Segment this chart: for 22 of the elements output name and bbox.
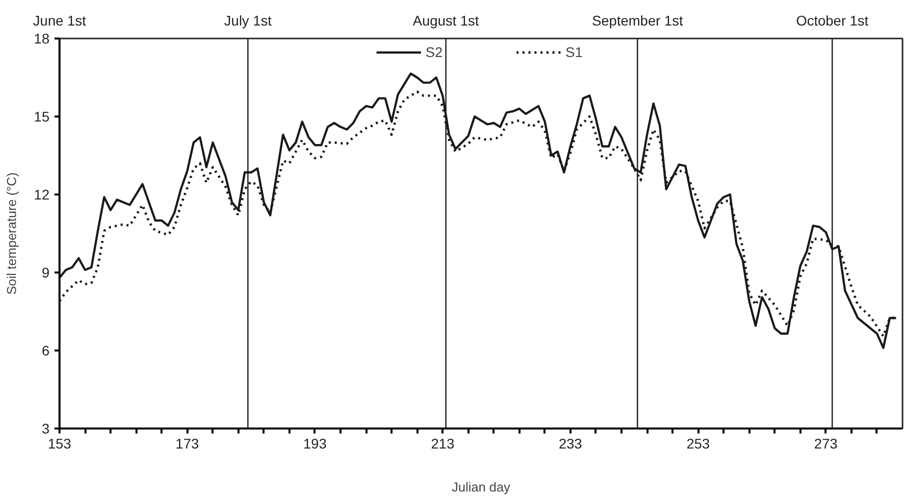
y-tick-label: 9 [42, 264, 50, 280]
x-tick-label: 193 [303, 436, 327, 452]
legend-label: S2 [426, 44, 444, 60]
y-tick-label: 6 [42, 342, 50, 358]
x-tick-label: 213 [431, 436, 455, 452]
ref-line-label: July 1st [224, 12, 272, 28]
x-axis-title: Julian day [452, 480, 511, 494]
y-axis-title: Soil temperature (°C) [4, 172, 19, 295]
y-tick-label: 15 [34, 108, 50, 124]
x-tick-label: 273 [814, 436, 838, 452]
x-tick-label: 233 [558, 436, 582, 452]
x-tick-label: 173 [176, 436, 200, 452]
y-tick-label: 3 [42, 420, 50, 436]
legend-label: S1 [566, 44, 584, 60]
x-tick-label: 153 [48, 436, 72, 452]
text: June 1st [33, 12, 86, 28]
x-tick-label: 253 [686, 436, 710, 452]
y-tick-label: 12 [34, 186, 50, 202]
ref-line-label: August 1st [412, 12, 480, 28]
ref-line-label: September 1st [592, 12, 684, 28]
y-tick-label: 18 [34, 30, 50, 46]
ref-line-label: October 1st [796, 12, 869, 28]
